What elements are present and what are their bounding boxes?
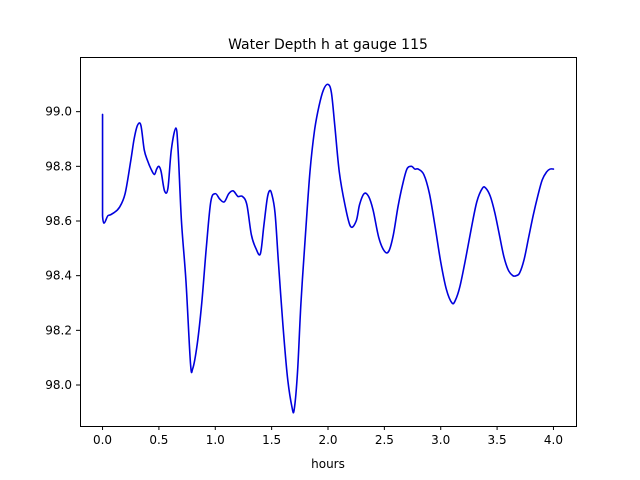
y-tick-label: 98.0 (45, 378, 72, 392)
x-tick-label: 0.0 (93, 433, 112, 447)
x-tick-label: 4.0 (544, 433, 563, 447)
y-tick-label: 98.8 (45, 159, 72, 173)
y-axis-ticks: 98.0 98.2 98.4 98.6 98.8 99.0 (45, 105, 80, 392)
x-tick-label: 3.0 (431, 433, 450, 447)
x-axis-label: hours (311, 457, 345, 471)
plot-area: 0.0 0.5 1.0 1.5 2.0 2.5 3.0 3.5 4.0 98.0 98.2 98.4… (45, 57, 577, 447)
y-tick-label: 98.2 (45, 323, 72, 337)
x-axis-ticks: 0.0 0.5 1.0 1.5 2.0 2.5 3.0 3.5 4.0 (93, 426, 563, 447)
y-tick-label: 99.0 (45, 105, 72, 119)
x-tick-label: 3.5 (488, 433, 507, 447)
y-tick-label: 98.4 (45, 269, 72, 283)
series-line (101, 83, 555, 414)
x-tick-label: 2.5 (375, 433, 394, 447)
series-layer (101, 83, 555, 414)
x-tick-label: 2.0 (318, 433, 337, 447)
plot-frame (80, 57, 577, 427)
chart-title: Water Depth h at gauge 115 (228, 37, 428, 53)
x-tick-label: 1.0 (206, 433, 225, 447)
x-tick-label: 0.5 (149, 433, 168, 447)
y-tick-label: 98.6 (45, 214, 72, 228)
x-tick-label: 1.5 (262, 433, 281, 447)
